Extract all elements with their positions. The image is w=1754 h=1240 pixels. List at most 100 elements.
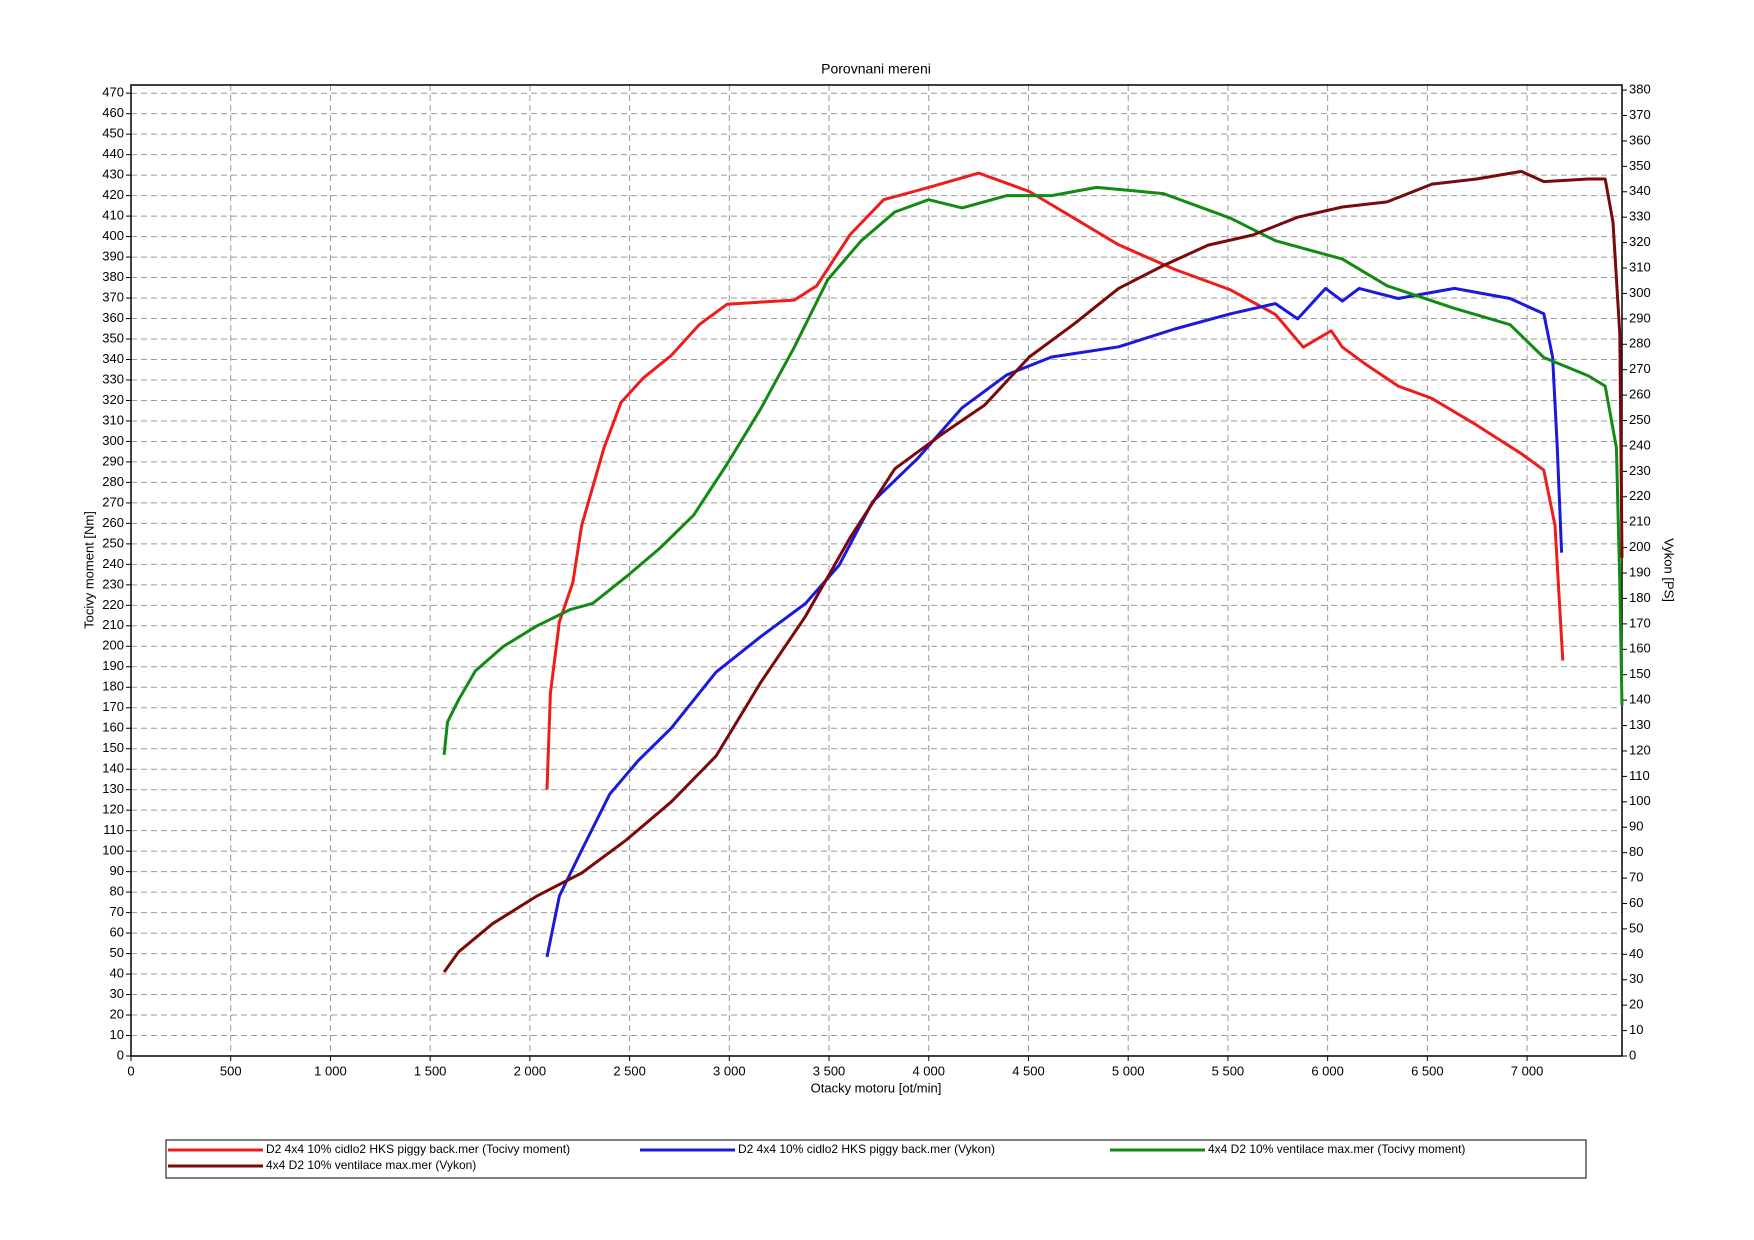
y2-axis-label: Vykon [PS] <box>1662 538 1677 602</box>
y-tick-label: 460 <box>102 105 124 120</box>
y-tick-label: 90 <box>110 863 124 878</box>
y2-tick-label: 250 <box>1629 412 1651 427</box>
y2-tick-label: 40 <box>1629 946 1643 961</box>
x-axis-label: Otacky motoru [ot/min] <box>811 1080 942 1095</box>
y-tick-label: 270 <box>102 494 124 509</box>
y2-tick-label: 260 <box>1629 387 1651 402</box>
y-tick-label: 310 <box>102 412 124 427</box>
y-tick-label: 70 <box>110 904 124 919</box>
y-tick-label: 420 <box>102 187 124 202</box>
y2-tick-label: 80 <box>1629 844 1643 859</box>
y-tick-label: 410 <box>102 208 124 223</box>
y2-tick-label: 190 <box>1629 564 1651 579</box>
y-tick-label: 260 <box>102 515 124 530</box>
y2-tick-label: 20 <box>1629 997 1643 1012</box>
y2-tick-label: 350 <box>1629 158 1651 173</box>
x-tick-label: 5 000 <box>1112 1063 1145 1078</box>
x-tick-label: 1 000 <box>314 1063 347 1078</box>
y2-tick-label: 130 <box>1629 717 1651 732</box>
y2-tick-label: 240 <box>1629 437 1651 452</box>
y2-tick-label: 120 <box>1629 742 1651 757</box>
y-tick-label: 170 <box>102 699 124 714</box>
y2-tick-label: 170 <box>1629 615 1651 630</box>
y-tick-label: 330 <box>102 371 124 386</box>
y-tick-label: 470 <box>102 85 124 100</box>
y2-tick-label: 70 <box>1629 870 1643 885</box>
chart-title: Porovnani mereni <box>821 61 931 77</box>
x-tick-label: 1 500 <box>414 1063 447 1078</box>
y2-tick-label: 380 <box>1629 82 1651 97</box>
y-tick-label: 220 <box>102 597 124 612</box>
x-tick-label: 500 <box>220 1063 242 1078</box>
y-tick-label: 380 <box>102 269 124 284</box>
y-tick-label: 210 <box>102 617 124 632</box>
y2-tick-label: 270 <box>1629 361 1651 376</box>
y2-tick-label: 230 <box>1629 463 1651 478</box>
y-tick-label: 250 <box>102 535 124 550</box>
y-tick-label: 0 <box>117 1047 124 1062</box>
y2-tick-label: 300 <box>1629 285 1651 300</box>
y2-tick-label: 100 <box>1629 793 1651 808</box>
x-tick-label: 3 000 <box>713 1063 746 1078</box>
series-line <box>442 169 1624 973</box>
legend-label: 4x4 D2 10% ventilace max.mer (Tocivy mom… <box>1208 1142 1465 1156</box>
y-tick-label: 160 <box>102 720 124 735</box>
y2-tick-label: 50 <box>1629 920 1643 935</box>
y-tick-label: 230 <box>102 576 124 591</box>
y-tick-label: 40 <box>110 965 124 980</box>
legend-label: D2 4x4 10% cidlo2 HKS piggy back.mer (Vy… <box>738 1142 995 1156</box>
y2-tick-label: 340 <box>1629 183 1651 198</box>
series-line <box>442 185 1624 756</box>
y-tick-label: 450 <box>102 126 124 141</box>
series-line <box>545 286 1564 958</box>
x-tick-label: 5 500 <box>1212 1063 1245 1078</box>
y-tick-label: 180 <box>102 679 124 694</box>
y-tick-label: 340 <box>102 351 124 366</box>
y-tick-label: 120 <box>102 802 124 817</box>
y2-tick-label: 210 <box>1629 514 1651 529</box>
x-tick-label: 0 <box>127 1063 134 1078</box>
y-tick-label: 320 <box>102 392 124 407</box>
x-tick-label: 4 000 <box>912 1063 945 1078</box>
y-tick-label: 20 <box>110 1006 124 1021</box>
y-axis-label: Tocivy moment [Nm] <box>81 511 96 629</box>
plot-frame <box>130 84 1623 1057</box>
y-tick-label: 60 <box>110 925 124 940</box>
y2-tick-label: 150 <box>1629 666 1651 681</box>
y-tick-label: 50 <box>110 945 124 960</box>
y-tick-label: 150 <box>102 740 124 755</box>
x-tick-label: 3 500 <box>813 1063 846 1078</box>
y2-tick-label: 220 <box>1629 488 1651 503</box>
y2-tick-label: 180 <box>1629 590 1651 605</box>
y-tick-label: 350 <box>102 330 124 345</box>
y-tick-label: 370 <box>102 289 124 304</box>
y-tick-label: 100 <box>102 843 124 858</box>
x-tick-label: 2 500 <box>613 1063 646 1078</box>
y-tick-label: 140 <box>102 761 124 776</box>
y2-tick-label: 60 <box>1629 895 1643 910</box>
y-tick-label: 110 <box>103 822 124 837</box>
y2-tick-label: 200 <box>1629 539 1651 554</box>
y2-tick-label: 90 <box>1629 819 1643 834</box>
y2-tick-label: 110 <box>1629 768 1650 783</box>
legend-box <box>165 1139 1587 1179</box>
y2-tick-label: 320 <box>1629 234 1651 249</box>
y-tick-label: 440 <box>102 146 124 161</box>
x-tick-label: 6 500 <box>1411 1063 1444 1078</box>
y2-tick-label: 140 <box>1629 692 1651 707</box>
y2-tick-label: 370 <box>1629 107 1651 122</box>
legend-label: 4x4 D2 10% ventilace max.mer (Vykon) <box>266 1158 476 1172</box>
x-tick-label: 6 000 <box>1311 1063 1344 1078</box>
y-tick-label: 10 <box>110 1027 124 1042</box>
x-tick-label: 2 000 <box>514 1063 547 1078</box>
y2-tick-label: 330 <box>1629 209 1651 224</box>
y-tick-label: 280 <box>102 474 124 489</box>
y2-tick-label: 10 <box>1629 1022 1643 1037</box>
y-tick-label: 240 <box>102 556 124 571</box>
y2-tick-label: 30 <box>1629 971 1643 986</box>
legend-label: D2 4x4 10% cidlo2 HKS piggy back.mer (To… <box>266 1142 570 1156</box>
y-tick-label: 130 <box>102 781 124 796</box>
y2-tick-label: 290 <box>1629 310 1651 325</box>
